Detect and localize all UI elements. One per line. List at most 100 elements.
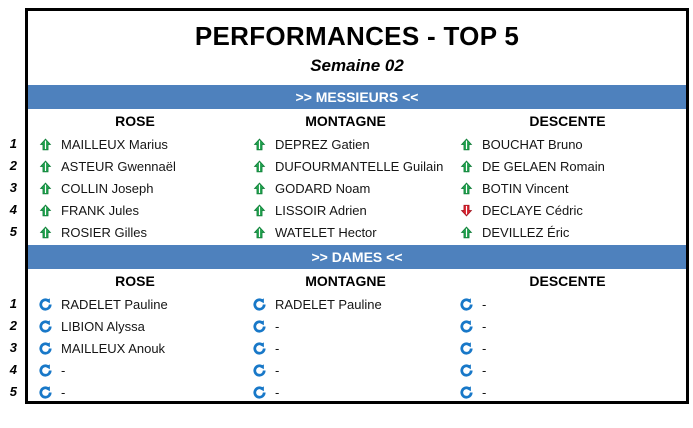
- rows-dames: 1 RADELET Pauline RADELET Pauline - 2 LIBION …: [10, 293, 686, 403]
- table-row: 5 ROSIER Gilles WATELET Hector DEVILLEZ Éri…: [10, 221, 686, 243]
- athlete-cell: -: [242, 381, 449, 403]
- row-number: 3: [9, 180, 17, 195]
- athlete-name: DE GELAEN Romain: [482, 158, 605, 174]
- table-row: 4 - - -: [10, 359, 686, 381]
- column-header-montagne: MONTAGNE: [305, 113, 386, 129]
- athlete-name: -: [275, 362, 280, 378]
- rotate-arrow-icon: [460, 341, 473, 355]
- athlete-name: BOTIN Vincent: [482, 180, 569, 196]
- athlete-name: DEVILLEZ Éric: [482, 224, 570, 240]
- up-arrow-icon: [460, 159, 473, 172]
- row-number: 1: [9, 296, 17, 311]
- rotate-arrow-icon: [253, 297, 266, 311]
- athlete-name: -: [61, 362, 66, 378]
- rotate-arrow-icon: [39, 363, 52, 377]
- athlete-name: FRANK Jules: [61, 202, 140, 218]
- rotate-arrow-icon: [39, 385, 52, 399]
- rotate-arrow-icon: [39, 297, 52, 311]
- rotate-arrow-icon: [253, 319, 266, 333]
- athlete-name: MAILLEUX Anouk: [61, 340, 166, 356]
- sections-container: >> MESSIEURS << ROSE MONTAGNE DESCENTE 1 MAIL…: [10, 85, 686, 403]
- athlete-cell: DEVILLEZ Éric: [449, 221, 686, 243]
- athlete-cell: -: [449, 359, 686, 381]
- athlete-name: GODARD Noam: [275, 180, 371, 196]
- athlete-name: DEPREZ Gatien: [275, 136, 370, 152]
- athlete-cell: LIBION Alyssa: [28, 315, 242, 337]
- athlete-cell: RADELET Pauline: [28, 293, 242, 315]
- athlete-name: -: [482, 340, 487, 356]
- athlete-cell: DE GELAEN Romain: [449, 155, 686, 177]
- athlete-cell: MAILLEUX Anouk: [28, 337, 242, 359]
- column-header-rose: ROSE: [115, 273, 155, 289]
- rotate-arrow-icon: [39, 319, 52, 333]
- rotate-arrow-icon: [460, 363, 473, 377]
- row-number: 4: [9, 362, 17, 377]
- up-arrow-icon: [460, 225, 473, 238]
- week-subtitle: Semaine 02: [310, 56, 404, 75]
- athlete-name: -: [61, 384, 66, 400]
- rotate-arrow-icon: [39, 341, 52, 355]
- athlete-name: RADELET Pauline: [275, 296, 382, 312]
- athlete-name: -: [275, 384, 280, 400]
- athlete-cell: MAILLEUX Marius: [28, 133, 242, 155]
- athlete-name: -: [482, 384, 487, 400]
- row-number: 5: [9, 384, 17, 399]
- up-arrow-icon: [253, 137, 266, 150]
- table-row: 1 RADELET Pauline RADELET Pauline -: [10, 293, 686, 315]
- athlete-cell: BOTIN Vincent: [449, 177, 686, 199]
- up-arrow-icon: [39, 159, 52, 172]
- column-header-descente: DESCENTE: [529, 273, 606, 289]
- athlete-cell: -: [242, 359, 449, 381]
- column-header-rose: ROSE: [115, 113, 155, 129]
- athlete-cell: -: [28, 381, 242, 403]
- top5-table: PERFORMANCES - TOP 5 Semaine 02 >> MESSI…: [10, 8, 689, 404]
- athlete-name: LIBION Alyssa: [61, 318, 145, 334]
- row-number: 3: [9, 340, 17, 355]
- athlete-name: BOUCHAT Bruno: [482, 136, 583, 152]
- athlete-cell: DEPREZ Gatien: [242, 133, 449, 155]
- athlete-name: LISSOIR Adrien: [275, 202, 367, 218]
- rotate-arrow-icon: [253, 385, 266, 399]
- athlete-name: DUFOURMANTELLE Guilain: [275, 158, 444, 174]
- athlete-cell: RADELET Pauline: [242, 293, 449, 315]
- rotate-arrow-icon: [460, 297, 473, 311]
- up-arrow-icon: [39, 203, 52, 216]
- athlete-cell: -: [242, 315, 449, 337]
- athlete-cell: COLLIN Joseph: [28, 177, 242, 199]
- up-arrow-icon: [253, 181, 266, 194]
- section-header-messieurs: >> MESSIEURS <<: [28, 85, 686, 109]
- athlete-cell: GODARD Noam: [242, 177, 449, 199]
- athlete-cell: BOUCHAT Bruno: [449, 133, 686, 155]
- athlete-cell: -: [449, 381, 686, 403]
- athlete-name: MAILLEUX Marius: [61, 136, 168, 152]
- up-arrow-icon: [460, 181, 473, 194]
- athlete-name: ROSIER Gilles: [61, 224, 147, 240]
- table-row: 1 MAILLEUX Marius DEPREZ Gatien BOUCHAT Bru…: [10, 133, 686, 155]
- table-row: 2 ASTEUR Gwennaël DUFOURMANTELLE Guilain DE…: [10, 155, 686, 177]
- rotate-arrow-icon: [253, 341, 266, 355]
- athlete-name: RADELET Pauline: [61, 296, 168, 312]
- athlete-cell: -: [449, 315, 686, 337]
- page-title: PERFORMANCES - TOP 5: [194, 21, 520, 51]
- up-arrow-icon: [39, 225, 52, 238]
- row-number: 2: [9, 318, 17, 333]
- table-row: 3 MAILLEUX Anouk - -: [10, 337, 686, 359]
- athlete-cell: -: [449, 293, 686, 315]
- table-row: 5 - - -: [10, 381, 686, 403]
- rotate-arrow-icon: [460, 385, 473, 399]
- athlete-name: COLLIN Joseph: [61, 180, 154, 196]
- athlete-cell: -: [28, 359, 242, 381]
- down-arrow-icon: [460, 204, 473, 217]
- athlete-name: -: [482, 296, 487, 312]
- rotate-arrow-icon: [253, 363, 266, 377]
- up-arrow-icon: [460, 137, 473, 150]
- athlete-cell: -: [449, 337, 686, 359]
- athlete-cell: -: [242, 337, 449, 359]
- athlete-name: ASTEUR Gwennaël: [61, 158, 176, 174]
- athlete-name: -: [482, 362, 487, 378]
- up-arrow-icon: [253, 225, 266, 238]
- athlete-name: DECLAYE Cédric: [482, 202, 583, 218]
- row-number: 2: [9, 158, 17, 173]
- row-number: 5: [9, 224, 17, 239]
